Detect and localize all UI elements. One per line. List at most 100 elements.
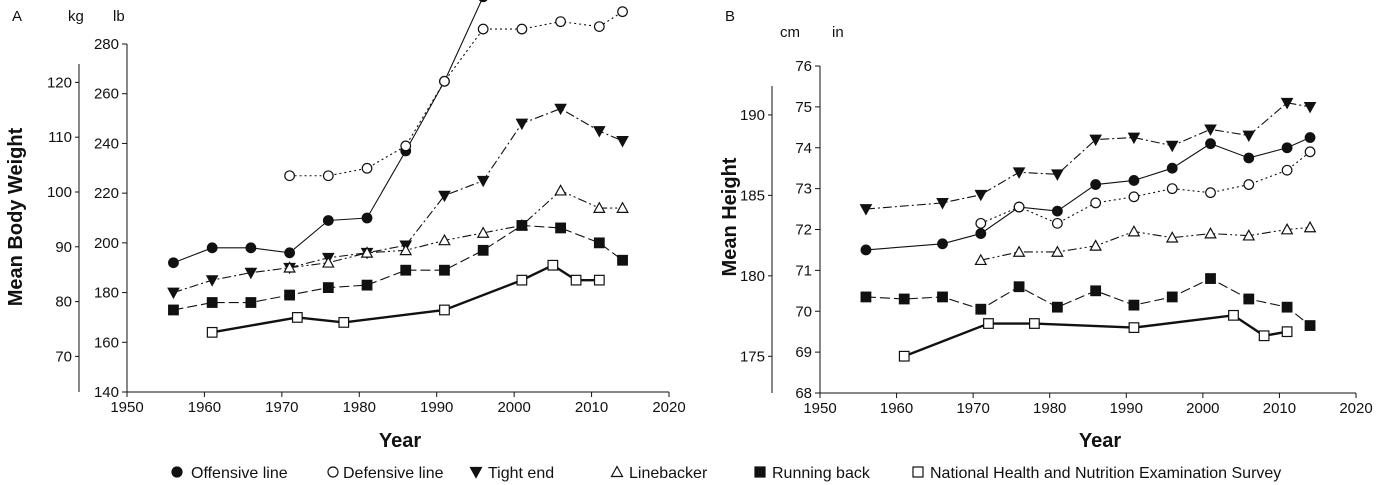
point-a-offensive-line-1971 — [284, 247, 296, 259]
point-a-running-back-1956 — [168, 304, 179, 316]
point-b-defensive-line-1976 — [1013, 201, 1025, 213]
y-tick-label-b-72: 72 — [795, 222, 812, 239]
point-a-running-back-1986 — [400, 264, 412, 276]
series-b-defensive-line — [975, 146, 1316, 229]
point-a-running-back-1961 — [206, 297, 218, 308]
y-outer-tick-label-a-110: 110 — [48, 129, 72, 146]
x-tick-label-a-1990: 1990 — [420, 399, 453, 416]
x-tick-label-b-2000: 2000 — [1186, 400, 1219, 417]
legend-marker-linebacker — [610, 465, 624, 478]
y-tick-label-b-70: 70 — [795, 303, 812, 320]
y-tick-label-a-220: 220 — [94, 185, 119, 202]
point-b-running-back-1981 — [1051, 301, 1063, 313]
legend-label-running-back: Running back — [772, 465, 871, 482]
y-outer-tick-label-a-100: 100 — [47, 184, 72, 201]
legend-item-offensive-line: Offensive line — [171, 465, 288, 482]
point-a-tight-end-2001 — [515, 118, 529, 131]
legend-marker-defensive-line — [327, 466, 339, 478]
series-a — [167, 0, 629, 338]
point-b-linebacker-1971 — [974, 253, 988, 266]
point-a-offensive-line-1976 — [322, 215, 334, 226]
point-b-defensive-line-1986 — [1090, 197, 1102, 209]
point-b-offensive-line-2014 — [1304, 132, 1316, 143]
unit-left-a: kg — [68, 8, 84, 25]
point-a-linebacker-2014 — [616, 201, 629, 213]
point-a-linebacker-1976 — [321, 256, 335, 268]
point-a-national-health-and-nutrition-examination-survey-1978 — [338, 317, 350, 328]
x-tick-label-b-1990: 1990 — [1110, 400, 1143, 417]
y-outer-tick-label-a-70: 70 — [55, 348, 72, 365]
legend-item-tight-end: Tight end — [469, 465, 554, 482]
point-a-running-back-2001 — [516, 220, 528, 231]
x-tick-label-b-1980: 1980 — [1033, 400, 1066, 417]
point-b-running-back-1986 — [1090, 285, 1102, 297]
point-b-offensive-line-1956 — [860, 244, 872, 256]
point-b-national-health-and-nutrition-examination-survey-1961 — [898, 350, 910, 362]
x-tick-label-b-1960: 1960 — [880, 400, 913, 417]
point-a-tight-end-2006 — [554, 103, 567, 116]
series-a-defensive-line — [284, 6, 628, 182]
point-a-national-health-and-nutrition-examination-survey-1972 — [291, 312, 303, 323]
point-a-tight-end-1961 — [205, 275, 219, 287]
point-b-defensive-line-2006 — [1243, 179, 1255, 190]
x-tick-label-a-2020: 2020 — [652, 399, 685, 416]
point-b-tight-end-1976 — [1012, 167, 1026, 179]
point-b-offensive-line-2006 — [1243, 152, 1255, 164]
point-b-national-health-and-nutrition-examination-survey-2011 — [1281, 326, 1293, 338]
point-b-national-health-and-nutrition-examination-survey-1972 — [983, 318, 994, 329]
legend-item-nhanes: National Health and Nutrition Examinatio… — [912, 465, 1281, 482]
point-a-offensive-line-1966 — [245, 242, 257, 254]
point-b-linebacker-1991 — [1127, 225, 1141, 237]
point-b-running-back-1971 — [975, 303, 987, 315]
point-b-tight-end-2011 — [1280, 97, 1294, 110]
y-tick-label-a-260: 260 — [94, 86, 119, 103]
legend-label-linebacker: Linebacker — [629, 465, 708, 482]
series-line-b-national-health-and-nutrition-examination-survey — [903, 314, 1288, 358]
point-b-linebacker-2001 — [1204, 227, 1217, 239]
legend-marker-offensive-line — [171, 466, 183, 478]
point-a-defensive-line-1996 — [477, 23, 489, 35]
point-a-tight-end-2014 — [616, 136, 629, 148]
x-tick-label-a-1970: 1970 — [265, 399, 298, 416]
point-a-national-health-and-nutrition-examination-survey-2011 — [593, 274, 605, 286]
point-b-running-back-2011 — [1281, 301, 1293, 313]
point-b-running-back-1956 — [860, 291, 872, 303]
point-b-running-back-2006 — [1243, 293, 1255, 305]
x-tick-label-a-1980: 1980 — [343, 399, 376, 416]
point-b-linebacker-1981 — [1051, 245, 1064, 257]
point-b-offensive-line-1986 — [1090, 179, 1102, 190]
point-b-tight-end-2001 — [1204, 124, 1217, 136]
point-a-defensive-line-2014 — [617, 6, 628, 18]
point-b-tight-end-1971 — [974, 189, 988, 202]
y-tick-label-a-240: 240 — [94, 135, 119, 152]
series-b-offensive-line — [860, 132, 1316, 256]
point-a-defensive-line-1971 — [284, 170, 296, 182]
point-a-defensive-line-1986 — [400, 140, 412, 152]
y-outer-tick-label-a-90: 90 — [55, 239, 72, 256]
point-b-offensive-line-2011 — [1281, 142, 1293, 154]
panel-a: A kg lb 1950 1960 1970 1980 1990 2000 2010 2020… — [5, 0, 686, 452]
series-a-national-health-and-nutrition-examination-survey — [206, 259, 605, 338]
point-a-linebacker-1991 — [438, 233, 451, 246]
y-tick-label-a-280: 280 — [94, 36, 119, 53]
axes-a: 1950 1960 1970 1980 1990 2000 2010 2020 140 160 18… — [47, 36, 686, 416]
point-a-linebacker-1986 — [399, 243, 413, 256]
legend-symbol-te — [469, 466, 483, 479]
legend-label-offensive-line: Offensive line — [191, 465, 288, 482]
y-tick-label-a-200: 200 — [94, 235, 119, 252]
legend-marker-nhanes — [912, 466, 924, 478]
series-line-b-linebacker — [980, 226, 1311, 261]
y-outer-tick-label-b-185: 185 — [740, 187, 765, 204]
y-outer-tick-label-a-80: 80 — [55, 294, 72, 311]
point-a-defensive-line-2011 — [593, 21, 605, 32]
point-b-offensive-line-1991 — [1128, 175, 1140, 186]
y-tick-label-a-160: 160 — [94, 334, 119, 351]
point-b-tight-end-1996 — [1165, 140, 1179, 153]
point-b-running-back-1961 — [898, 293, 910, 305]
y-tick-label-b-74: 74 — [795, 140, 812, 157]
point-b-tight-end-1986 — [1089, 134, 1102, 147]
point-b-national-health-and-nutrition-examination-survey-1991 — [1128, 322, 1140, 333]
point-b-tight-end-2006 — [1242, 130, 1256, 143]
point-b-linebacker-1996 — [1165, 231, 1179, 243]
